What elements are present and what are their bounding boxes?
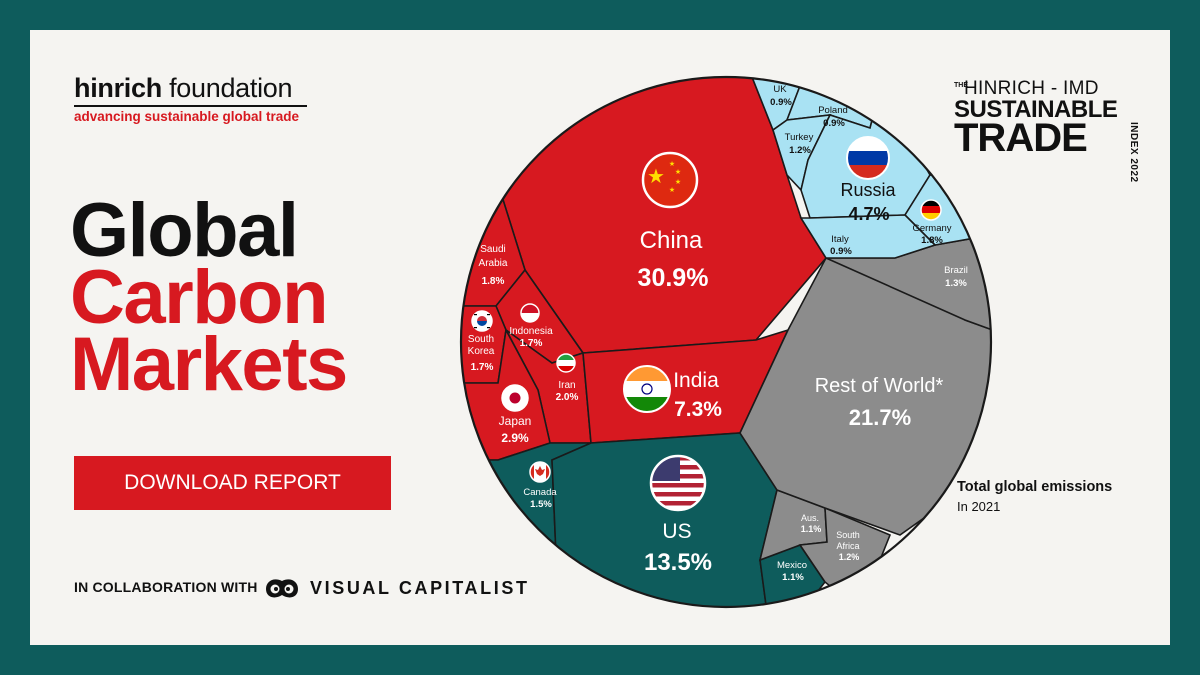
index-line-3: TRADE [954,116,1088,160]
india-flag-icon [623,365,671,413]
slice-label-saudi-arabia-line-2: Arabia [479,258,508,269]
slice-value-us: 13.5% [644,549,712,576]
chart-note-title: Total global emissions [957,479,1113,495]
download-report-button[interactable]: DOWNLOAD REPORT [74,456,391,510]
slice-label-mexico: Mexico [777,560,807,571]
slice-label-turkey: Turkey [785,132,814,143]
chart-cells [461,77,991,607]
slice-value-mexico: 1.1% [782,572,804,583]
slice-value-india: 7.3% [674,398,722,421]
brand-tagline: advancing sustainable global trade [74,109,300,124]
slice-value-germany: 1.8% [921,235,943,246]
slice-value-italy: 0.9% [830,246,852,257]
slice-value-south-africa: 1.2% [839,552,860,562]
slice-label-aus: Aus. [801,513,819,523]
svg-text:★: ★ [675,168,681,176]
slice-value-south-korea: 1.7% [471,362,494,373]
china-flag-icon: ★ ★ ★ ★ ★ [641,151,699,209]
chart-outline [459,75,993,609]
slice-value-indonesia: 1.7% [520,338,543,349]
cell-italy[interactable] [799,214,937,259]
japan-flag-icon [501,384,529,412]
slice-value-brazil: 1.3% [945,278,967,289]
slice-label-china: China [640,227,703,254]
svg-text:★: ★ [647,166,665,188]
slice-label-south-korea-line-2: Korea [468,346,495,357]
slice-label-south-africa-line-2: Africa [836,541,859,551]
collab-label: IN COLLABORATION WITH [74,579,258,595]
slice-label-uk: UK [773,84,787,95]
germany-flag-icon [920,199,942,221]
slice-label-saudi-arabia-line-1: Saudi [480,244,506,255]
index-small-text: THE [954,82,968,89]
slice-label-poland: Poland [818,105,848,116]
visual-capitalist-logo-icon[interactable] [262,573,302,603]
svg-text:★: ★ [675,178,681,186]
slice-label-rest-of-world: Rest of World* [815,375,944,397]
slice-label-canada: Canada [523,487,557,498]
slice-value-china: 30.9% [638,264,709,292]
slice-label-us: US [662,520,691,543]
title-line-1: Global [70,188,299,273]
slice-label-indonesia: Indonesia [509,326,553,337]
slice-label-brazil: Brazil [944,265,968,276]
slice-label-germany: Germany [912,223,951,234]
emissions-voronoi-chart: ★ ★ ★ ★ ★ [459,75,993,609]
svg-text:★: ★ [669,186,675,194]
slice-value-aus: 1.1% [801,524,822,534]
slice-value-rest-of-world: 21.7% [849,405,911,430]
slice-label-india: India [673,369,719,392]
indonesia-flag-icon [520,303,540,323]
slice-value-uk: 0.9% [770,97,792,108]
slice-label-iran: Iran [558,380,575,391]
slice-value-turkey: 1.2% [789,145,811,156]
title-line-3: Markets [70,321,348,407]
canada-flag-icon [529,461,551,483]
slice-label-russia: Russia [840,180,896,200]
russia-flag-icon [846,136,890,180]
chart-note-year: In 2021 [957,499,1001,514]
slice-label-japan: Japan [499,414,532,428]
us-flag-icon [649,454,707,512]
svg-text:★: ★ [669,160,675,168]
brand-divider [74,105,307,107]
title-line-2: Carbon [70,254,328,340]
slice-value-japan: 2.9% [501,431,529,445]
index-year: INDEX 2022 [1128,122,1139,183]
brand-logo[interactable]: hinrich foundation [74,73,293,103]
slice-value-iran: 2.0% [556,392,579,403]
iran-flag-icon [556,353,576,373]
slice-value-saudi-arabia: 1.8% [482,276,505,287]
slice-value-russia: 4.7% [848,204,889,224]
slice-label-italy: Italy [831,234,849,245]
infographic-card: hinrich foundation advancing sustainable… [30,30,1170,645]
partner-name[interactable]: VISUAL CAPITALIST [310,578,530,598]
south-korea-flag-icon [471,310,493,332]
slice-value-canada: 1.5% [530,499,552,510]
page-title: Global Carbon Markets [70,188,348,407]
index-line-1: HINRICH - IMD [964,78,1099,99]
index-line-2: SUSTAINABLE [954,96,1118,123]
slice-value-poland: 0.9% [823,118,845,129]
slice-label-south-africa-line-1: South [836,530,860,540]
slice-label-south-korea-line-1: South [468,334,494,345]
